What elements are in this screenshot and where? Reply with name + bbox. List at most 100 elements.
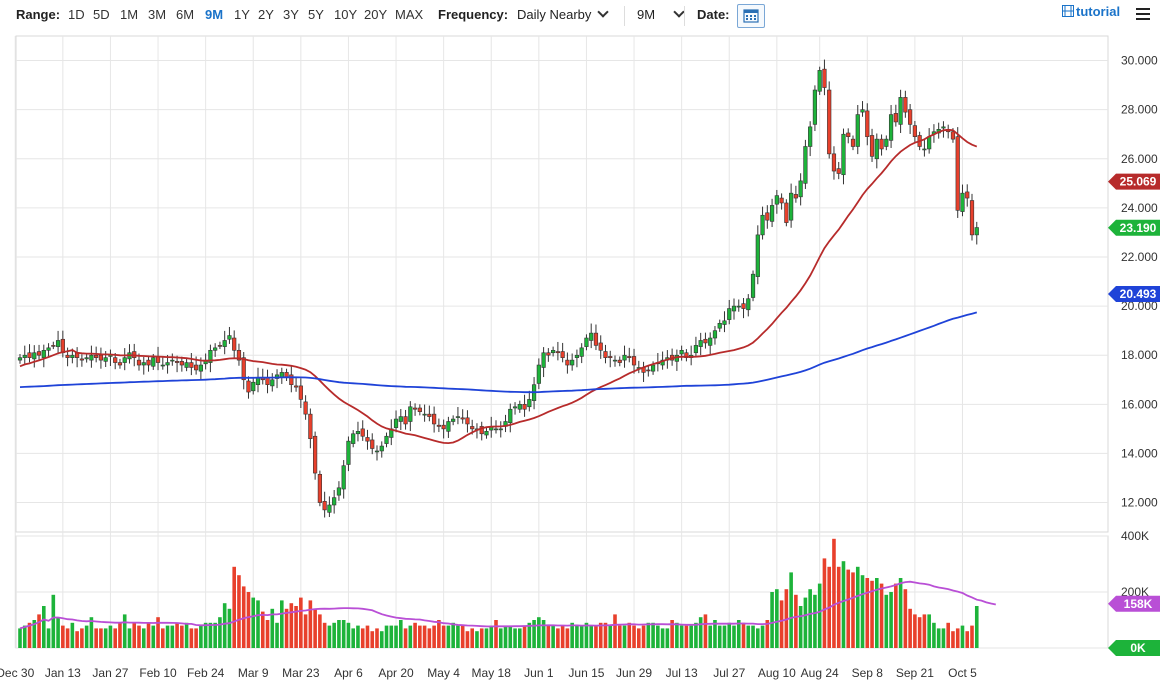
- candle-body: [817, 70, 822, 92]
- volume-bar: [437, 620, 441, 648]
- candle-body: [122, 357, 127, 363]
- time-tick-label: Jan 27: [92, 666, 128, 680]
- volume-bar: [356, 625, 360, 648]
- candle-body: [589, 332, 594, 341]
- ma-long-tag-bg: [1108, 285, 1160, 302]
- volume-bar: [256, 600, 260, 648]
- ma-short-tag: 25.069: [1120, 175, 1157, 189]
- candle-body: [370, 439, 375, 449]
- volume-bar: [917, 617, 922, 648]
- volume-bar: [760, 625, 765, 648]
- volume-bar: [75, 631, 79, 648]
- volume-bar: [327, 625, 332, 648]
- hamburger-menu-icon[interactable]: [1136, 8, 1150, 20]
- candle-body: [708, 337, 713, 346]
- volume-bar: [732, 625, 736, 648]
- candle-body: [422, 413, 427, 416]
- volume-tick-label: 400K: [1121, 529, 1149, 543]
- volume-bar: [794, 594, 798, 648]
- toolbar-divider: [624, 6, 625, 26]
- volume-bar: [360, 628, 365, 648]
- range-button-1m[interactable]: 1M: [120, 7, 139, 22]
- candle-body: [703, 338, 708, 344]
- volume-bar: [941, 628, 946, 648]
- volume-bar: [303, 614, 308, 648]
- range-button-max[interactable]: MAX: [395, 7, 424, 22]
- volume-bar: [736, 620, 741, 648]
- volume-bar: [936, 628, 941, 648]
- candle-body: [960, 192, 965, 212]
- candle-body: [855, 114, 860, 147]
- moving-average-lines: [19, 128, 996, 630]
- calendar-button[interactable]: [737, 4, 765, 28]
- volume-bar: [770, 592, 774, 648]
- volume-bar: [855, 566, 860, 648]
- range-button-3m[interactable]: 3M: [148, 7, 167, 22]
- range-button-1d[interactable]: 1D: [68, 7, 85, 22]
- volume-bar: [860, 575, 865, 648]
- volume-bar: [570, 622, 574, 648]
- range-button-1y[interactable]: 1Y: [234, 7, 250, 22]
- candle-body: [403, 416, 408, 425]
- candle-body: [384, 435, 389, 444]
- time-tick-label: Apr 20: [378, 666, 414, 680]
- candle-body: [646, 369, 651, 372]
- volume-bar: [294, 606, 298, 648]
- candle-body: [508, 408, 513, 424]
- volume-bar: [51, 594, 56, 648]
- candle-body: [746, 298, 751, 311]
- volume-bar: [237, 575, 241, 648]
- candle-body: [374, 450, 380, 453]
- candle-body: [79, 358, 84, 361]
- range-button-3y[interactable]: 3Y: [283, 7, 299, 22]
- volume-bar: [65, 628, 70, 648]
- candle-body: [103, 357, 108, 362]
- volume-bar: [751, 625, 755, 648]
- volume-bar: [165, 625, 170, 648]
- candle-body: [860, 109, 865, 113]
- candle-body: [841, 133, 846, 176]
- time-tick-label: Apr 6: [334, 666, 363, 680]
- volume-bar: [161, 628, 165, 648]
- candle-body: [512, 406, 518, 409]
- range-button-5d[interactable]: 5D: [93, 7, 110, 22]
- candle-body: [793, 194, 798, 199]
- time-tick-label: Jul 27: [713, 666, 745, 680]
- volume-bar: [846, 569, 851, 648]
- volume-bar: [89, 617, 94, 648]
- volume-bar: [308, 600, 313, 648]
- candle-body: [846, 132, 851, 137]
- chart-toolbar: Range: 1D 5D 1M 3M 6M 9M 1Y 2Y 3Y 5Y 10Y 20Y MAX Fre…: [0, 0, 1163, 32]
- candle-body: [865, 110, 870, 137]
- range-button-6m[interactable]: 6M: [176, 7, 195, 22]
- candle-body: [789, 192, 794, 221]
- range-button-9m[interactable]: 9M: [205, 7, 224, 22]
- candle-body: [446, 421, 451, 432]
- range-button-5y[interactable]: 5Y: [308, 7, 324, 22]
- candle-body: [822, 68, 827, 88]
- candle-body: [317, 473, 322, 503]
- period-dropdown[interactable]: 9M: [637, 6, 685, 22]
- tutorial-link[interactable]: tutorial: [1062, 4, 1120, 19]
- range-button-20y[interactable]: 20Y: [364, 7, 388, 22]
- range-button-10y[interactable]: 10Y: [334, 7, 358, 22]
- candle-body: [308, 413, 313, 439]
- price-tick-label: 28.000: [1121, 103, 1158, 117]
- volume-bar: [203, 622, 208, 648]
- volume-tick-label: 200K: [1121, 585, 1149, 599]
- volume-bar: [494, 620, 498, 648]
- volume-bar: [484, 628, 489, 648]
- frequency-dropdown[interactable]: Daily Nearby: [517, 6, 610, 22]
- volume-bar: [922, 614, 927, 648]
- candle-body: [408, 406, 413, 422]
- candle-body: [89, 354, 94, 361]
- candle-body: [769, 205, 775, 222]
- candle-body: [365, 437, 370, 442]
- volume-bar: [575, 625, 579, 648]
- volume-bar: [717, 625, 722, 648]
- range-button-2y[interactable]: 2Y: [258, 7, 274, 22]
- price-tick-label: 16.000: [1121, 397, 1158, 411]
- volume-bar: [603, 622, 608, 648]
- candle-body: [36, 351, 42, 356]
- volume-bar: [341, 620, 346, 648]
